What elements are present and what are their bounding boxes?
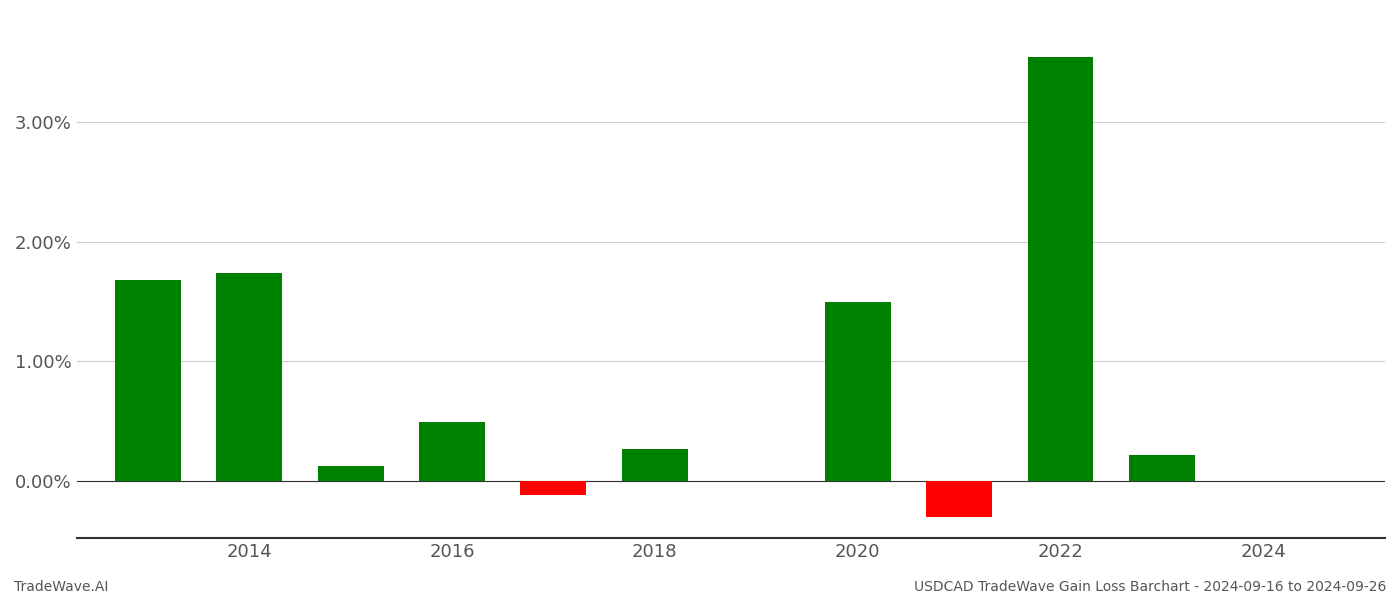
Bar xyxy=(825,302,890,481)
Bar xyxy=(115,280,181,481)
Bar xyxy=(318,466,384,481)
Text: TradeWave.AI: TradeWave.AI xyxy=(14,580,108,594)
Bar xyxy=(622,449,687,481)
Bar xyxy=(419,422,484,481)
Bar xyxy=(521,481,587,495)
Bar xyxy=(1028,57,1093,481)
Bar xyxy=(216,273,283,481)
Bar xyxy=(1128,455,1194,481)
Text: USDCAD TradeWave Gain Loss Barchart - 2024-09-16 to 2024-09-26: USDCAD TradeWave Gain Loss Barchart - 20… xyxy=(914,580,1386,594)
Bar xyxy=(925,481,993,517)
